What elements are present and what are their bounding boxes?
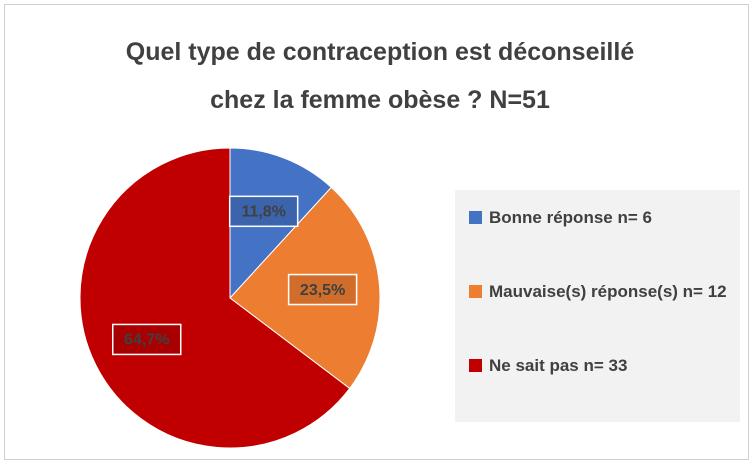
data-label-box (228, 195, 299, 228)
chart-title: Quel type de contraception est déconseil… (125, 38, 635, 114)
legend-item: Bonne réponse n= 6 (469, 204, 734, 232)
data-label-box (287, 273, 358, 306)
legend-item: Ne sait pas n= 33 (469, 352, 734, 380)
legend-item: Mauvaise(s) réponse(s) n= 12 (469, 278, 734, 306)
data-label-shade (230, 197, 297, 226)
data-label-box (111, 323, 182, 356)
data-label: 64,7% (124, 332, 169, 349)
legend-label: Ne sait pas n= 33 (489, 356, 628, 375)
legend-label: Mauvaise(s) réponse(s) n= 12 (489, 282, 727, 301)
legend-swatch (469, 359, 482, 372)
data-label-shade (289, 275, 356, 304)
legend: Bonne réponse n= 6 Mauvaise(s) réponse(s)… (455, 190, 740, 422)
legend-label: Bonne réponse n= 6 (489, 208, 652, 227)
data-label-shade (113, 325, 180, 354)
chart-frame (4, 4, 749, 460)
data-label: 11,8% (241, 204, 285, 221)
pie-slice (79, 147, 351, 449)
legend-swatch (469, 211, 482, 224)
legend-swatch (469, 285, 482, 298)
data-label: 23,5% (300, 282, 345, 299)
